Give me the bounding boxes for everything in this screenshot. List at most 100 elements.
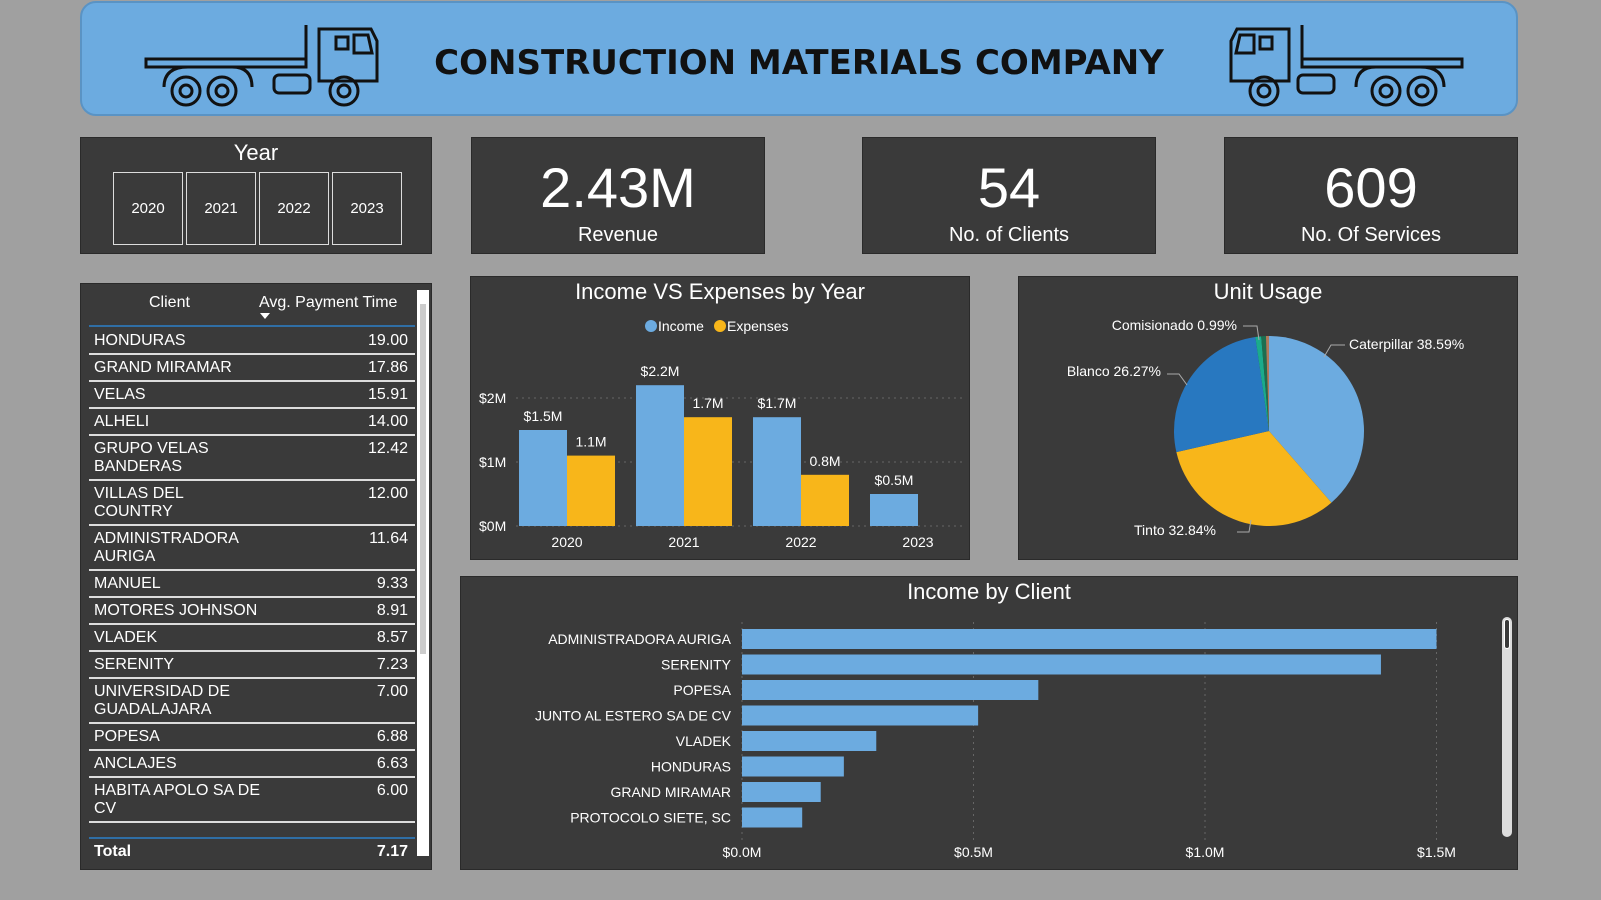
x-tick-label: $0.5M: [954, 844, 993, 860]
kpi-clients: 54 No. of Clients: [862, 137, 1156, 254]
bar-income: [519, 430, 567, 526]
avg-payment-time: 6.00: [376, 782, 408, 799]
total-row: Total 7.17: [89, 837, 415, 867]
scrollbar-thumb[interactable]: [1504, 619, 1510, 649]
client-name: GRAND MIRAMAR: [94, 359, 232, 376]
x-tick-label: $1.0M: [1186, 844, 1225, 860]
table-row[interactable]: HABITA APOLO SA DE CV 6.00: [89, 778, 415, 823]
avg-payment-time: 14.00: [367, 413, 408, 430]
year-option-2020[interactable]: 2020: [113, 172, 183, 245]
avg-payment-time: 7.00: [376, 683, 408, 700]
header-divider: [89, 325, 415, 327]
avg-payment-time: 19.00: [367, 332, 408, 349]
column-header-avg-payment-time[interactable]: Avg. Payment Time: [259, 294, 398, 311]
table-row[interactable]: HONDURAS 19.00: [89, 328, 415, 355]
data-label: $1.7M: [758, 395, 797, 411]
kpi-value: 609: [1324, 156, 1418, 219]
chart-scrollbar[interactable]: [1502, 617, 1512, 837]
total-label: Total: [94, 843, 132, 860]
total-value: 7.17: [376, 843, 408, 860]
unit-usage-chart: Unit Usage Caterpillar 38.59% Tinto 32.84…: [1018, 276, 1518, 560]
year-option-2022[interactable]: 2022: [259, 172, 329, 245]
table-row[interactable]: VLADEK 8.57: [89, 625, 415, 652]
client-name: SERENITY: [94, 656, 175, 673]
income-vs-expenses-chart: Income VS Expenses by Year $0M $1M $2M Inco…: [470, 276, 970, 560]
x-tick-label: 2021: [668, 534, 699, 550]
data-label: 0.8M: [809, 453, 840, 469]
client-name: ALHELI: [94, 413, 150, 430]
category-label: SERENITY: [661, 657, 732, 673]
x-tick-label: 2020: [551, 534, 582, 550]
year-slicer: Year 2020 2021 2022 2023: [80, 137, 432, 254]
table-row[interactable]: SERENITY 7.23: [89, 652, 415, 679]
header-banner: CONSTRUCTION MATERIALS COMPANY: [80, 1, 1518, 116]
avg-payment-time: 6.88: [376, 728, 408, 745]
table-row[interactable]: VILLAS DEL COUNTRY 12.00: [89, 481, 415, 526]
pie-label: Tinto 32.84%: [1134, 522, 1216, 538]
table-scrollbar[interactable]: [417, 290, 429, 856]
kpi-value: 2.43M: [540, 156, 696, 219]
table-row[interactable]: GRAND MIRAMAR 17.86: [89, 355, 415, 382]
client-name: VILLAS DEL COUNTRY: [94, 485, 184, 520]
legend-expenses-marker: [714, 320, 726, 332]
table-row[interactable]: MANUEL 9.33: [89, 571, 415, 598]
avg-payment-time: 11.64: [369, 530, 408, 547]
column-header-client[interactable]: Client: [149, 294, 190, 311]
bar-expenses: [567, 455, 615, 526]
x-tick-label: 2022: [785, 534, 816, 550]
legend-income-label: Income: [658, 318, 704, 334]
avg-payment-time: 6.63: [376, 755, 408, 772]
table-row[interactable]: POPESA 6.88: [89, 724, 415, 751]
avg-payment-time: 8.91: [376, 602, 408, 619]
pie-slice-blanco: [1174, 336, 1269, 453]
category-label: GRAND MIRAMAR: [610, 784, 731, 800]
category-label: ADMINISTRADORA AURIGA: [548, 631, 731, 647]
avg-payment-time: 12.00: [367, 485, 408, 502]
bar-income: [636, 385, 684, 526]
table-row[interactable]: MOTORES JOHNSON 8.91: [89, 598, 415, 625]
bar-income: [742, 629, 1437, 649]
leader-line: [1167, 373, 1188, 386]
table-row[interactable]: ANCLAJES 6.63: [89, 751, 415, 778]
bar-income: [742, 756, 844, 777]
truck-icon: [144, 25, 379, 107]
kpi-value: 54: [977, 156, 1041, 219]
table-row[interactable]: VELAS 15.91: [89, 382, 415, 409]
avg-payment-time: 12.42: [367, 440, 408, 457]
x-tick-label: $0.0M: [723, 844, 762, 860]
table-row[interactable]: ADMINISTRADORA AURIGA 11.64: [89, 526, 415, 571]
legend-expenses-label: Expenses: [727, 318, 788, 334]
client-name: GRUPO VELAS BANDERAS: [94, 440, 209, 475]
category-label: PROTOCOLO SIETE, SC: [570, 810, 731, 826]
chart-title: Unit Usage: [1213, 279, 1323, 304]
table-row[interactable]: ALHELI 14.00: [89, 409, 415, 436]
pie-label: Comisionado 0.99%: [1112, 317, 1237, 333]
y-tick-label: $1M: [479, 454, 506, 470]
bar-expenses: [684, 417, 732, 526]
bar-income: [742, 807, 803, 828]
table-row[interactable]: GRUPO VELAS BANDERAS 12.42: [89, 436, 415, 481]
table-row[interactable]: UNIVERSIDAD DE GUADALAJARA 7.00: [89, 679, 415, 724]
client-name: POPESA: [94, 728, 160, 745]
avg-payment-time: 7.23: [376, 656, 408, 673]
data-label: $1.5M: [524, 408, 563, 424]
year-option-2023[interactable]: 2023: [332, 172, 402, 245]
data-label: $0.5M: [875, 472, 914, 488]
sort-desc-icon[interactable]: [260, 313, 270, 319]
category-label: JUNTO AL ESTERO SA DE CV: [535, 708, 732, 724]
kpi-services: 609 No. Of Services: [1224, 137, 1518, 254]
category-label: VLADEK: [676, 733, 732, 749]
x-tick-label: 2023: [902, 534, 933, 550]
client-name: MOTORES JOHNSON: [94, 602, 258, 619]
client-name: HONDURAS: [94, 332, 186, 349]
data-label: 1.7M: [692, 395, 723, 411]
payment-time-table: Client Avg. Payment Time HONDURAS 19.00 GR…: [80, 283, 432, 870]
year-option-2021[interactable]: 2021: [186, 172, 256, 245]
bar-income: [742, 705, 979, 726]
client-name: HABITA APOLO SA DE CV: [94, 782, 260, 817]
client-name: ANCLAJES: [94, 755, 177, 772]
scrollbar-thumb[interactable]: [420, 304, 426, 654]
bar-income: [742, 654, 1381, 675]
category-label: POPESA: [673, 682, 731, 698]
bar-income: [742, 731, 877, 751]
